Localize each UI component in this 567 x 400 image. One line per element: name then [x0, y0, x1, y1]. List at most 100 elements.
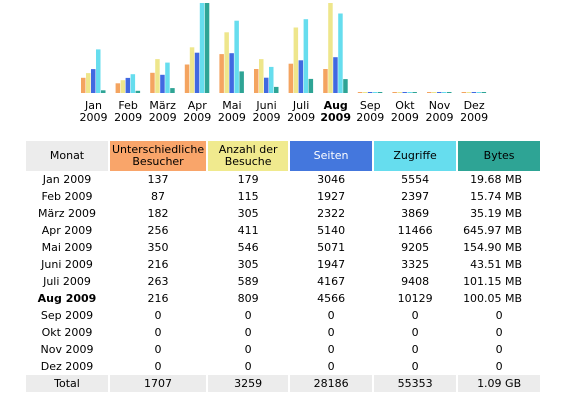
bar-zugriffe-mai [234, 20, 239, 94]
x-tick-year: 2009 [460, 111, 488, 124]
x-tick-month: Dez [464, 99, 485, 112]
cell-visitors: 0 [154, 326, 162, 339]
bar-anzahl-der-besuche-märz [155, 59, 160, 93]
cell-visitors: 0 [154, 360, 162, 373]
header-month: Monat [26, 141, 108, 171]
cell-visitors: 350 [147, 241, 169, 254]
header-pages: Seiten [290, 141, 373, 171]
cell-visits: 0 [244, 309, 252, 322]
cell-visitors: 182 [147, 207, 169, 220]
cell-visitors: 0 [154, 309, 162, 322]
bar-anzahl-der-besuche-okt [397, 92, 402, 93]
cell-hits: 0 [411, 326, 419, 339]
cell-visits: 809 [237, 292, 259, 305]
bar-bytes-apr [204, 3, 210, 93]
bar-zugriffe-dez [476, 92, 482, 93]
bar-seiten-feb [125, 77, 131, 93]
bar-zugriffe-sep [372, 92, 378, 93]
table-row: Juli 2009 263 589 4167 9408 101.15 MB [26, 273, 540, 290]
x-tick-year: 2009 [320, 111, 351, 124]
cell-hits: 3325 [401, 258, 430, 271]
bar-unterschiedliche-besucher-sep [357, 92, 363, 93]
x-tick-year: 2009 [183, 111, 211, 124]
x-tick-year: 2009 [426, 111, 454, 124]
x-tick-month: Apr [188, 99, 208, 112]
cell-visitors: 137 [147, 173, 169, 186]
x-tick-month: Sep [360, 99, 381, 112]
bar-zugriffe-feb [130, 74, 136, 93]
cell-month: Juli 2009 [43, 275, 91, 288]
cell-visitors: 216 [147, 258, 169, 271]
x-tick-month: Okt [395, 99, 415, 112]
cell-month: Dez 2009 [40, 360, 94, 373]
x-tick-month: Jan [84, 99, 102, 112]
bar-seiten-märz [160, 74, 165, 93]
x-tick-year: 2009 [356, 111, 384, 124]
cell-visits: 0 [244, 326, 252, 339]
table-row: Apr 2009 256 411 5140 11466 645.97 MB [26, 222, 540, 239]
cell-hits: 9408 [401, 275, 430, 288]
bar-seiten-mai [229, 53, 234, 93]
bar-unterschiedliche-besucher-aug [323, 69, 328, 93]
cell-visits: 546 [237, 241, 259, 254]
table-row: Dez 2009 0 0 0 0 0 [26, 358, 540, 375]
bar-seiten-sep [367, 92, 373, 93]
cell-hits: 0 [411, 343, 419, 356]
bar-bytes-aug [343, 79, 348, 93]
bar-unterschiedliche-besucher-nov [427, 92, 432, 93]
cell-visitors: 263 [147, 275, 169, 288]
bar-unterschiedliche-besucher-juli [288, 63, 294, 93]
total-visits: 3259 [208, 375, 289, 392]
cell-visits: 411 [237, 224, 259, 237]
x-tick-month: Aug [324, 99, 348, 112]
cell-pages: 4566 [317, 292, 346, 305]
bar-seiten-apr [194, 52, 200, 93]
cell-pages: 0 [327, 343, 335, 356]
cell-bytes: 101.15 MB [463, 275, 523, 288]
cell-visitors: 0 [154, 343, 162, 356]
bar-unterschiedliche-besucher-apr [184, 64, 190, 93]
bar-unterschiedliche-besucher-feb [115, 83, 121, 93]
cell-visits: 0 [244, 360, 252, 373]
header-visits: Anzahl der Besuche [208, 141, 289, 171]
bar-bytes-juni [274, 86, 279, 93]
total-pages: 28186 [290, 375, 373, 392]
bar-bytes-okt [412, 92, 417, 93]
cell-visitors: 216 [147, 292, 169, 305]
table-row: Jan 2009 137 179 3046 5554 19.68 MB [26, 171, 540, 188]
bar-zugriffe-apr [199, 3, 205, 93]
header-hits: Zugriffe [374, 141, 457, 171]
cell-bytes: 19.68 MB [470, 173, 523, 186]
bar-bytes-mai [239, 71, 244, 93]
cell-bytes: 0 [495, 309, 503, 322]
bar-unterschiedliche-besucher-jan [81, 77, 86, 93]
cell-month: Juni 2009 [41, 258, 93, 271]
bar-unterschiedliche-besucher-mai [219, 54, 224, 93]
table-row: März 2009 182 305 2322 3869 35.19 MB [26, 205, 540, 222]
x-tick-year: 2009 [391, 111, 419, 124]
cell-pages: 5071 [317, 241, 346, 254]
cell-month: Feb 2009 [41, 190, 93, 203]
bar-anzahl-der-besuche-jan [86, 73, 91, 93]
x-tick-year: 2009 [80, 111, 108, 124]
cell-pages: 2322 [317, 207, 346, 220]
table-row: Sep 2009 0 0 0 0 0 [26, 307, 540, 324]
x-tick-month: Juli [292, 99, 309, 112]
cell-bytes: 15.74 MB [470, 190, 523, 203]
cell-visits: 589 [237, 275, 259, 288]
cell-visits: 0 [244, 343, 252, 356]
bar-unterschiedliche-besucher-okt [392, 92, 397, 93]
x-tick-month: Nov [429, 99, 451, 112]
bar-anzahl-der-besuche-apr [189, 47, 195, 93]
cell-pages: 3046 [317, 173, 346, 186]
cell-hits: 0 [411, 360, 419, 373]
bar-zugriffe-nov [442, 92, 447, 93]
table-header-row: Monat Unterschiedliche Besucher Anzahl d… [26, 141, 541, 171]
cell-month: Sep 2009 [40, 309, 94, 322]
header-bytes: Bytes [458, 141, 541, 171]
x-tick-month: Mai [222, 99, 241, 112]
bar-zugriffe-aug [338, 13, 343, 93]
cell-visits: 305 [237, 207, 259, 220]
bar-bytes-jan [101, 90, 106, 93]
cell-month: Aug 2009 [37, 292, 97, 305]
